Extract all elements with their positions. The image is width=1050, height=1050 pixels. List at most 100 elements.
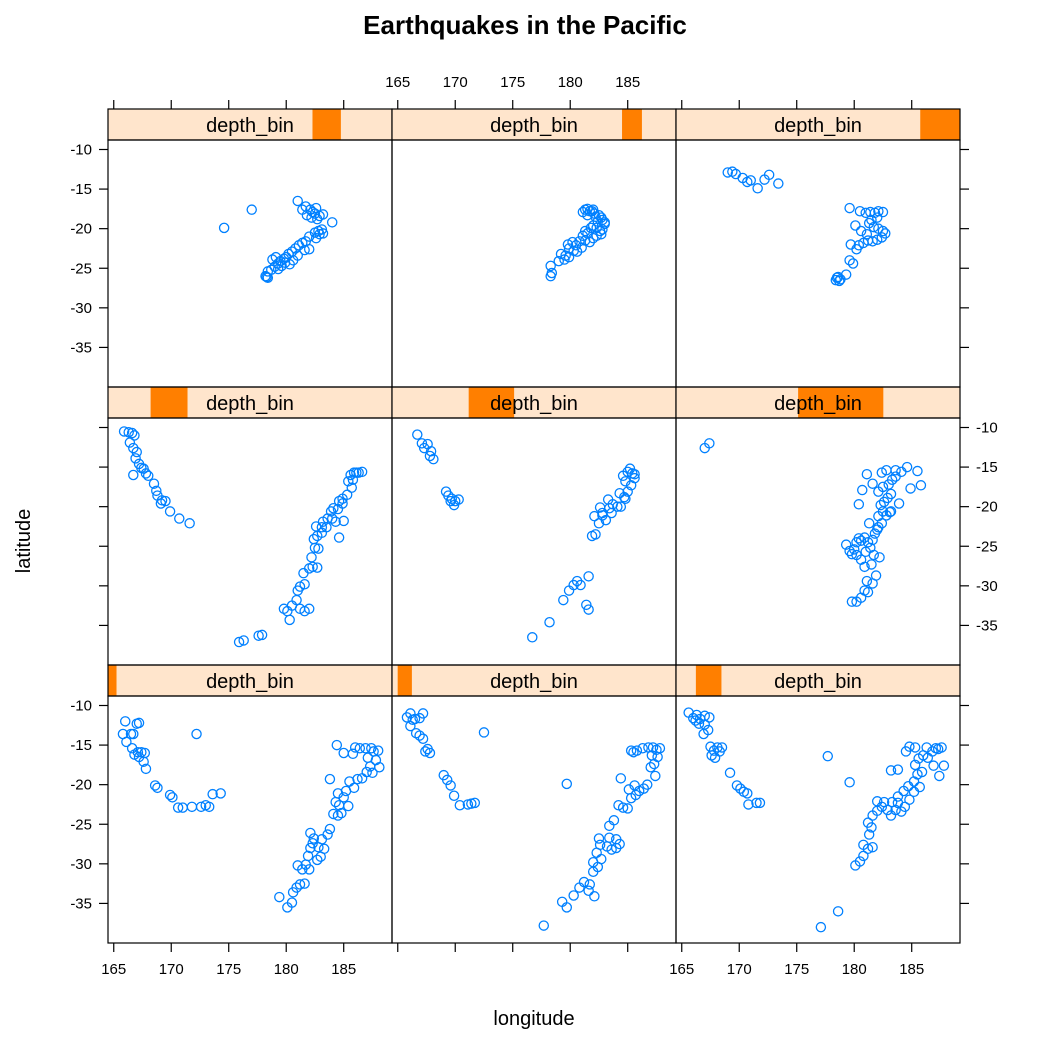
y-tick-label: -25	[976, 538, 998, 555]
data-point	[938, 760, 950, 771]
data-point	[349, 742, 361, 753]
x-tick-label: 165	[101, 961, 126, 978]
data-point	[850, 220, 861, 231]
data-point	[882, 804, 893, 816]
data-point	[727, 166, 738, 177]
data-point	[885, 506, 897, 517]
panel-4: depth_bin	[107, 386, 393, 666]
data-point	[306, 552, 317, 563]
data-point	[445, 780, 456, 791]
data-point	[191, 728, 202, 740]
y-tick-label: -20	[976, 499, 998, 516]
data-point	[936, 742, 947, 753]
panel-1: depth_bin	[107, 664, 393, 944]
data-point	[928, 760, 939, 771]
data-point	[866, 214, 877, 226]
data-point	[338, 747, 349, 759]
data-point	[124, 437, 136, 448]
data-point	[846, 548, 858, 560]
data-point	[596, 853, 607, 865]
data-point	[325, 506, 337, 517]
data-point	[130, 453, 141, 464]
strip-label: depth_bin	[490, 671, 578, 693]
data-point	[302, 850, 314, 862]
data-point	[583, 885, 594, 897]
data-point	[642, 779, 653, 790]
data-point	[305, 827, 316, 839]
data-point	[698, 728, 709, 740]
strip-background	[676, 665, 960, 696]
data-point	[594, 502, 606, 513]
data-point	[901, 461, 913, 473]
data-point	[722, 167, 733, 178]
data-point	[654, 743, 666, 754]
data-point	[445, 495, 456, 507]
data-point	[246, 204, 257, 215]
data-point	[276, 260, 287, 272]
data-point	[584, 879, 596, 890]
data-point	[859, 561, 870, 573]
data-point	[328, 808, 339, 820]
x-tick-label: 185	[899, 961, 924, 978]
data-point	[299, 244, 310, 256]
y-tick-label: -35	[976, 617, 998, 634]
data-point	[905, 483, 916, 494]
strip-background	[392, 387, 676, 418]
data-point	[874, 552, 885, 563]
data-point	[867, 478, 878, 489]
data-point	[441, 774, 453, 786]
data-point	[731, 780, 743, 791]
data-point	[625, 745, 637, 756]
data-point	[184, 518, 195, 529]
x-tick-label: 180	[558, 74, 583, 91]
data-point	[587, 204, 599, 215]
data-point	[332, 788, 344, 799]
data-point	[912, 465, 923, 477]
data-point	[443, 490, 454, 501]
data-point	[308, 533, 320, 545]
panel-3: depth_bin	[675, 664, 961, 944]
data-point	[599, 217, 610, 228]
data-point	[126, 427, 138, 439]
data-point	[597, 214, 608, 226]
data-point	[330, 516, 341, 527]
data-point	[637, 743, 648, 754]
data-point	[346, 482, 358, 493]
data-point	[885, 488, 897, 500]
data-point	[927, 746, 938, 757]
data-point	[417, 733, 429, 745]
data-point	[589, 891, 600, 902]
y-tick-label: -15	[976, 459, 998, 476]
data-point	[336, 807, 347, 819]
data-point	[312, 562, 323, 573]
data-point	[262, 266, 274, 277]
data-point	[892, 791, 904, 802]
panel-frame	[107, 417, 393, 666]
y-tick-label: -30	[70, 300, 92, 317]
data-point	[354, 743, 366, 754]
data-point	[574, 236, 585, 247]
data-point	[853, 499, 865, 510]
data-point	[374, 762, 385, 773]
data-point	[604, 832, 615, 843]
data-point	[186, 801, 198, 813]
data-point	[594, 839, 606, 851]
x-tick-label: 180	[274, 961, 299, 978]
data-point	[855, 535, 867, 546]
x-axis-label: longitude	[493, 1008, 574, 1030]
data-point	[233, 636, 245, 648]
strip-indicator	[397, 665, 412, 696]
data-point	[915, 480, 927, 491]
panel-9: depth_bin	[675, 108, 961, 388]
axes: 165 170 175 180 185 165 170 175 180 185 165 170 175 1…	[70, 74, 997, 978]
data-point	[584, 236, 596, 248]
data-point	[195, 801, 207, 813]
data-point	[914, 781, 926, 793]
x-tick-label: 175	[500, 74, 525, 91]
data-point	[478, 727, 490, 738]
data-point	[877, 225, 889, 237]
data-point	[867, 534, 878, 546]
data-point	[292, 250, 303, 261]
x-tick-label: 185	[331, 961, 356, 978]
data-point	[742, 788, 753, 799]
